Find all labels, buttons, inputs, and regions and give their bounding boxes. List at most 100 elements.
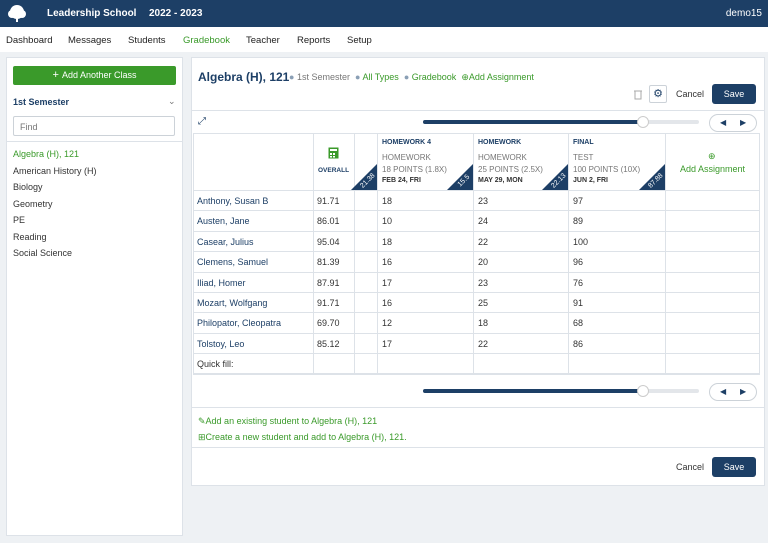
slider-knob[interactable]: [637, 116, 649, 128]
column-border: [568, 133, 569, 374]
student-name[interactable]: Tolstoy, Leo: [197, 338, 245, 349]
score-cell[interactable]: 18: [478, 318, 489, 329]
score-cell[interactable]: 23: [478, 277, 489, 288]
score-cell[interactable]: 97: [573, 196, 584, 206]
assignment-title[interactable]: FINAL: [573, 139, 594, 146]
save-button[interactable]: Save: [712, 457, 756, 477]
score-cell[interactable]: 91: [573, 298, 584, 308]
score-cell[interactable]: 16: [382, 298, 393, 308]
class-item[interactable]: Reading: [13, 231, 47, 242]
add-assignment-column[interactable]: Add Assignment: [679, 164, 746, 174]
search-input[interactable]: Find: [13, 116, 175, 136]
add-existing-text: Add an existing student to Algebra (H), …: [205, 416, 378, 426]
score-cell[interactable]: 96: [573, 257, 584, 268]
delete-icon[interactable]: [632, 88, 644, 100]
user-menu[interactable]: demo15: [725, 8, 762, 19]
student-name[interactable]: Austen, Jane: [197, 216, 250, 227]
scroll-slider[interactable]: [423, 120, 699, 124]
cancel-button[interactable]: Cancel: [676, 462, 705, 472]
score-cell[interactable]: 86: [573, 338, 584, 349]
nav-link[interactable]: Setup: [347, 35, 372, 46]
row-border: [193, 210, 760, 212]
add-class-button[interactable]: + Add Another Class: [13, 66, 176, 85]
score-cell[interactable]: 17: [382, 277, 393, 288]
student-name[interactable]: Casear, Julius: [197, 236, 254, 247]
overall-grade: 81.39: [317, 257, 340, 268]
score-cell[interactable]: 20: [478, 257, 489, 268]
column-border: [473, 133, 474, 374]
score-cell[interactable]: 22: [478, 236, 489, 247]
semester-chevron[interactable]: ⌄: [168, 96, 176, 106]
score-cell[interactable]: 100: [573, 236, 589, 247]
class-item[interactable]: PE: [13, 215, 26, 225]
school-year[interactable]: 2022 - 2023: [149, 8, 203, 19]
score-cell[interactable]: 18: [382, 236, 393, 247]
nav-bar: Dashboard Messages Students Gradebook Teache…: [0, 27, 768, 52]
nav-link[interactable]: Students: [128, 35, 166, 46]
cancel-button[interactable]: Cancel: [676, 89, 705, 99]
score-cell[interactable]: 25: [478, 298, 489, 308]
nav-link[interactable]: Dashboard: [6, 35, 53, 46]
score-cell[interactable]: 16: [382, 257, 393, 268]
score-cell[interactable]: 18: [382, 196, 393, 206]
student-name[interactable]: Clemens, Samuel: [197, 257, 269, 268]
class-item[interactable]: Biology: [13, 182, 43, 192]
divider: [192, 447, 764, 448]
assignment-points: 18 POINTS (1.8X): [382, 165, 447, 174]
breadcrumb[interactable]: Gradebook: [411, 72, 457, 82]
score-cell[interactable]: 23: [478, 196, 489, 206]
average-badge: 15.5: [447, 164, 473, 190]
pager[interactable]: ◀ ▶: [709, 114, 757, 132]
assignment-type: HOMEWORK: [478, 153, 527, 162]
score-cell[interactable]: 68: [573, 318, 584, 329]
student-name[interactable]: Anthony, Susan B: [197, 196, 269, 206]
logo[interactable]: [6, 3, 28, 23]
assignment-points: 100 POINTS (10X): [573, 165, 641, 174]
nav-link[interactable]: Messages: [68, 35, 112, 46]
add-assignment-link[interactable]: Add Assignment: [468, 72, 534, 82]
row-border: [193, 190, 760, 191]
sidebar: + Add Another Class 1st Semester ⌄ Find …: [6, 57, 183, 536]
assignment-title[interactable]: HOMEWORK: [478, 139, 522, 146]
breadcrumb[interactable]: All Types: [362, 72, 399, 82]
class-item[interactable]: American History (H): [13, 165, 97, 176]
assignment-title[interactable]: HOMEWORK 4: [382, 139, 431, 146]
student-name[interactable]: Philopator, Cleopatra: [197, 318, 282, 329]
semester-select[interactable]: 1st Semester: [13, 97, 70, 107]
column-border: [665, 133, 666, 374]
expand-icon[interactable]: ⤢: [198, 116, 206, 127]
add-assignment-icon[interactable]: ⊕: [708, 151, 716, 161]
score-cell[interactable]: 89: [573, 216, 584, 227]
class-item[interactable]: Geometry: [13, 198, 53, 209]
add-existing-link[interactable]: ✎Add an existing student to Algebra (H),…: [198, 416, 378, 426]
create-new-link[interactable]: ⊞Create a new student and add to Algebra…: [198, 432, 407, 442]
nav-link[interactable]: Reports: [297, 35, 331, 46]
class-item[interactable]: Algebra (H), 121: [13, 149, 80, 159]
pager[interactable]: ◀ ▶: [709, 383, 757, 401]
nav-link[interactable]: Teacher: [246, 35, 280, 46]
row-border: [193, 251, 760, 253]
average-badge: 21.38: [351, 164, 377, 190]
score-cell[interactable]: 10: [382, 216, 393, 227]
create-new-text: Create a new student and add to Algebra …: [205, 432, 407, 442]
settings-button[interactable]: ⚙: [649, 85, 667, 103]
score-cell[interactable]: 76: [573, 277, 584, 288]
row-border: [193, 271, 760, 273]
save-button[interactable]: Save: [712, 84, 756, 104]
column-border: [377, 133, 378, 374]
row-border: [193, 312, 760, 314]
scroll-slider[interactable]: [423, 389, 699, 393]
calculator-icon[interactable]: [328, 147, 339, 161]
score-cell[interactable]: 22: [478, 338, 489, 349]
score-cell[interactable]: 24: [478, 216, 489, 227]
breadcrumbs: ● 1st Semester ● All Types ● Gradebook ⊕…: [289, 72, 534, 82]
score-cell[interactable]: 17: [382, 338, 393, 349]
score-cell[interactable]: 12: [382, 318, 393, 329]
class-item[interactable]: Social Science: [13, 248, 73, 258]
student-name[interactable]: Mozart, Wolfgang: [197, 298, 268, 308]
breadcrumb[interactable]: 1st Semester: [296, 72, 350, 82]
slider-knob[interactable]: [637, 385, 649, 397]
nav-link[interactable]: Gradebook: [183, 35, 231, 46]
student-name[interactable]: Iliad, Homer: [197, 277, 246, 288]
average-badge: 87.88: [639, 164, 665, 190]
